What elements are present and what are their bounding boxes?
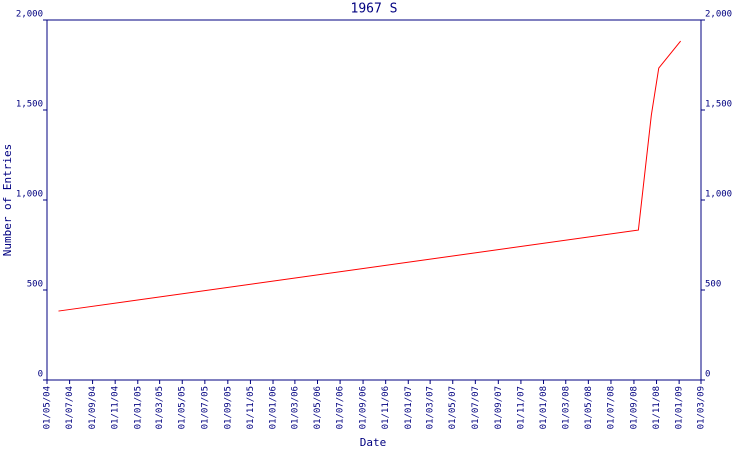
- x-tick-label: 01/07/08: [606, 386, 616, 429]
- y-axis-label: Number of Entries: [1, 144, 14, 257]
- x-tick-label: 01/11/04: [111, 386, 121, 429]
- y2-tick-label: 2,000: [705, 10, 732, 20]
- x-tick-label: 01/09/05: [223, 386, 233, 429]
- x-tick-label: 01/01/06: [269, 386, 279, 429]
- x-tick-label: 01/09/04: [88, 386, 98, 429]
- x-tick-label: 01/09/07: [494, 386, 504, 429]
- x-tick-label: 01/03/06: [290, 386, 300, 429]
- x-tick-label: 01/07/06: [336, 386, 346, 429]
- x-tick-label: 01/03/08: [561, 386, 571, 429]
- y-tick-label: 1,000: [16, 190, 43, 200]
- plot-frame: [46, 19, 702, 381]
- x-tick-label: 01/09/06: [359, 386, 369, 429]
- y2-tick-label: 0: [705, 370, 710, 380]
- x-tick-label: 01/11/05: [246, 386, 256, 429]
- x-tick-label: 01/01/08: [539, 386, 549, 429]
- x-tick-label: 01/11/08: [652, 386, 662, 429]
- x-axis-label: Date: [360, 436, 387, 449]
- x-tick-label: 01/03/09: [697, 386, 707, 429]
- x-tick-label: 01/03/05: [155, 386, 165, 429]
- x-tick-label: 01/05/06: [313, 386, 323, 429]
- y-tick-label: 500: [27, 280, 43, 290]
- chart-title: 1967 S: [351, 2, 398, 17]
- x-tick-label: 01/01/09: [675, 386, 685, 429]
- x-tick-label: 01/09/08: [629, 386, 639, 429]
- x-tick-label: 01/07/07: [471, 386, 481, 429]
- y-tick-label: 2,000: [16, 10, 43, 20]
- x-tick-label: 01/01/05: [133, 386, 143, 429]
- data-line: [58, 40, 682, 312]
- x-tick-label: 01/11/07: [516, 386, 526, 429]
- x-tick-label: 01/05/08: [584, 386, 594, 429]
- x-tick-label: 01/07/05: [200, 386, 210, 429]
- y2-tick-label: 1,500: [705, 100, 732, 110]
- x-tick-label: 01/07/04: [65, 386, 75, 429]
- x-tick-label: 01/01/07: [404, 386, 414, 429]
- x-tick-label: 01/05/07: [448, 386, 458, 429]
- y2-tick-label: 500: [705, 280, 721, 290]
- x-tick-label: 01/05/05: [178, 386, 188, 429]
- x-tick-label: 01/11/06: [381, 386, 391, 429]
- x-tick-label: 01/05/04: [43, 386, 53, 429]
- x-tick-label: 01/03/07: [426, 386, 436, 429]
- y-tick-label: 1,500: [16, 100, 43, 110]
- y2-tick-label: 1,000: [705, 190, 732, 200]
- y-tick-label: 0: [38, 370, 43, 380]
